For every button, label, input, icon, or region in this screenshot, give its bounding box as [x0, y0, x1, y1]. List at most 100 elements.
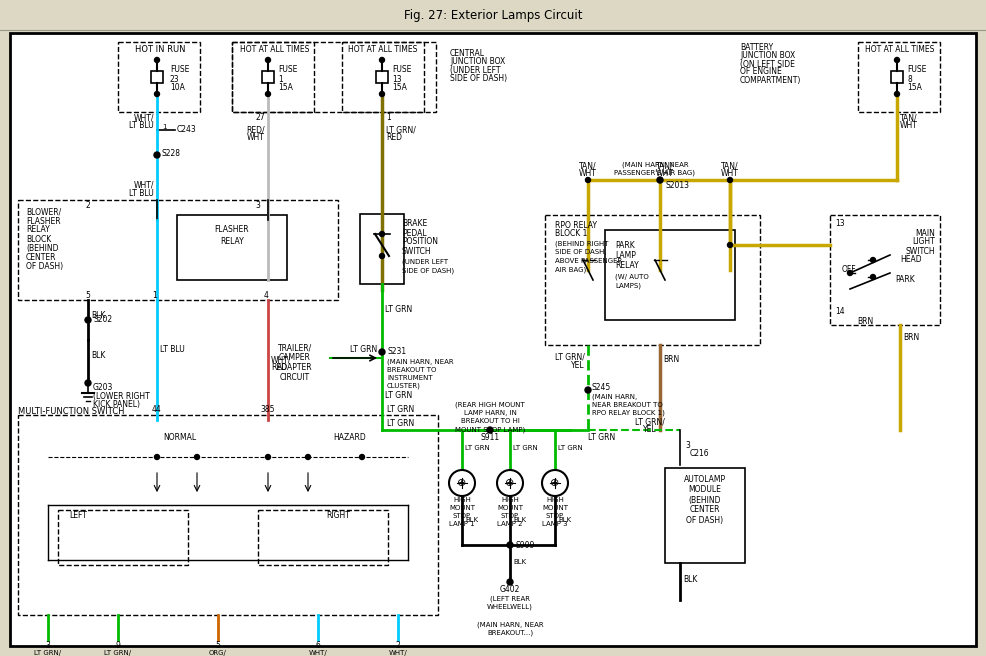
- Text: LT GRN: LT GRN: [385, 390, 412, 400]
- Circle shape: [657, 178, 662, 182]
- Text: (LEFT REAR: (LEFT REAR: [489, 596, 529, 602]
- Text: HOT AT ALL TIMES: HOT AT ALL TIMES: [240, 45, 310, 54]
- Text: YEL: YEL: [643, 426, 656, 434]
- Text: YEL: YEL: [571, 361, 585, 369]
- Circle shape: [507, 542, 513, 548]
- Text: BLOCK 1: BLOCK 1: [554, 230, 587, 239]
- Text: LT GRN: LT GRN: [588, 434, 614, 443]
- Text: 23: 23: [170, 75, 179, 83]
- Circle shape: [727, 243, 732, 247]
- Text: S2013: S2013: [665, 180, 688, 190]
- Text: RED/: RED/: [246, 125, 264, 134]
- Circle shape: [379, 232, 385, 237]
- Text: LT GRN/: LT GRN/: [35, 650, 61, 656]
- Text: LT GRN: LT GRN: [557, 445, 582, 451]
- Text: ⊕: ⊕: [505, 478, 514, 488]
- Text: RED: RED: [386, 134, 401, 142]
- Circle shape: [657, 177, 663, 183]
- Circle shape: [379, 91, 385, 96]
- Text: STOP: STOP: [545, 513, 563, 519]
- Text: PEDAL: PEDAL: [401, 228, 426, 237]
- Bar: [890, 71, 902, 83]
- Text: RED: RED: [271, 363, 287, 373]
- Text: CIRCUIT: CIRCUIT: [280, 373, 310, 382]
- Text: PASSENGER'S AIR BAG): PASSENGER'S AIR BAG): [614, 170, 695, 176]
- Bar: [151, 71, 163, 83]
- Text: S231: S231: [387, 348, 405, 356]
- Circle shape: [870, 274, 875, 279]
- Text: 1: 1: [386, 113, 390, 123]
- Text: (REAR HIGH MOUNT: (REAR HIGH MOUNT: [455, 401, 525, 408]
- Text: (UNDER LEFT: (UNDER LEFT: [450, 66, 500, 75]
- Text: WHT/: WHT/: [271, 356, 291, 365]
- Text: BLOCK: BLOCK: [26, 234, 51, 243]
- Text: ADAPTER: ADAPTER: [277, 363, 313, 373]
- Circle shape: [154, 152, 160, 158]
- Text: LT GRN: LT GRN: [513, 445, 537, 451]
- Text: 5: 5: [215, 640, 220, 649]
- Text: LT GRN/: LT GRN/: [105, 650, 131, 656]
- Text: LAMP 2: LAMP 2: [497, 521, 523, 527]
- Text: 1: 1: [162, 124, 167, 130]
- Text: 1: 1: [278, 75, 282, 83]
- Text: WHT/: WHT/: [309, 650, 327, 656]
- Text: S202: S202: [93, 316, 112, 325]
- Bar: [58, 510, 187, 565]
- Text: ⊕: ⊕: [550, 478, 559, 488]
- Text: LT BLU: LT BLU: [129, 121, 154, 131]
- Text: LAMP 3: LAMP 3: [541, 521, 567, 527]
- Circle shape: [507, 579, 513, 585]
- Text: SIDE OF DASH): SIDE OF DASH): [450, 73, 507, 83]
- Text: 4: 4: [263, 291, 268, 300]
- Text: 1: 1: [153, 291, 157, 300]
- Text: LT GRN: LT GRN: [349, 346, 377, 354]
- Text: 3: 3: [684, 440, 689, 449]
- Text: JUNCTION BOX: JUNCTION BOX: [740, 52, 795, 60]
- Text: ⊕: ⊕: [457, 478, 466, 488]
- Text: (ON LEFT SIDE: (ON LEFT SIDE: [740, 60, 794, 68]
- Circle shape: [306, 455, 311, 459]
- Text: BLK: BLK: [91, 350, 106, 359]
- Text: HEAD: HEAD: [899, 255, 921, 264]
- Text: HAZARD: HAZARD: [333, 432, 366, 441]
- Text: BATTERY: BATTERY: [740, 43, 772, 52]
- Text: BLK: BLK: [682, 575, 697, 584]
- Text: SIDE OF DASH): SIDE OF DASH): [401, 268, 454, 274]
- Bar: [261, 71, 274, 83]
- Text: OF DASH): OF DASH): [685, 516, 723, 525]
- Text: S911: S911: [480, 434, 499, 443]
- Text: HIGH: HIGH: [545, 497, 563, 503]
- Text: 15A: 15A: [906, 83, 921, 92]
- Text: SIDE OF DASH,: SIDE OF DASH,: [554, 249, 606, 255]
- Text: CENTER: CENTER: [689, 506, 720, 514]
- Text: BREAKOUT...): BREAKOUT...): [486, 630, 532, 636]
- Text: LEFT: LEFT: [69, 510, 87, 520]
- Text: 6: 6: [316, 640, 320, 649]
- Text: MOUNT STOP LAMP): MOUNT STOP LAMP): [455, 427, 525, 433]
- Text: OFF: OFF: [841, 266, 856, 274]
- Text: ORG/: ORG/: [209, 650, 227, 656]
- Text: WHT/: WHT/: [133, 113, 154, 123]
- Text: FUSE: FUSE: [170, 66, 189, 75]
- Text: WHT: WHT: [246, 134, 264, 142]
- Text: LT BLU: LT BLU: [129, 188, 154, 197]
- Text: (BEHIND: (BEHIND: [688, 495, 721, 504]
- Bar: [857, 42, 939, 112]
- Circle shape: [379, 58, 385, 62]
- Text: LT GRN: LT GRN: [387, 405, 414, 413]
- Circle shape: [359, 455, 364, 459]
- Bar: [232, 42, 314, 112]
- Text: BLK: BLK: [513, 517, 526, 523]
- Text: COMPARTMENT): COMPARTMENT): [740, 75, 801, 85]
- Text: BREAKOUT TO HI: BREAKOUT TO HI: [460, 418, 519, 424]
- Text: LT GRN/: LT GRN/: [554, 352, 585, 361]
- Text: 13: 13: [834, 218, 844, 228]
- Text: 15A: 15A: [391, 83, 406, 92]
- Text: STOP: STOP: [501, 513, 519, 519]
- Text: C243: C243: [176, 125, 196, 134]
- Text: TAN/: TAN/: [899, 113, 917, 123]
- Text: NORMAL: NORMAL: [164, 432, 196, 441]
- Text: 9: 9: [115, 640, 120, 649]
- Circle shape: [155, 455, 160, 459]
- Text: 3: 3: [45, 640, 50, 649]
